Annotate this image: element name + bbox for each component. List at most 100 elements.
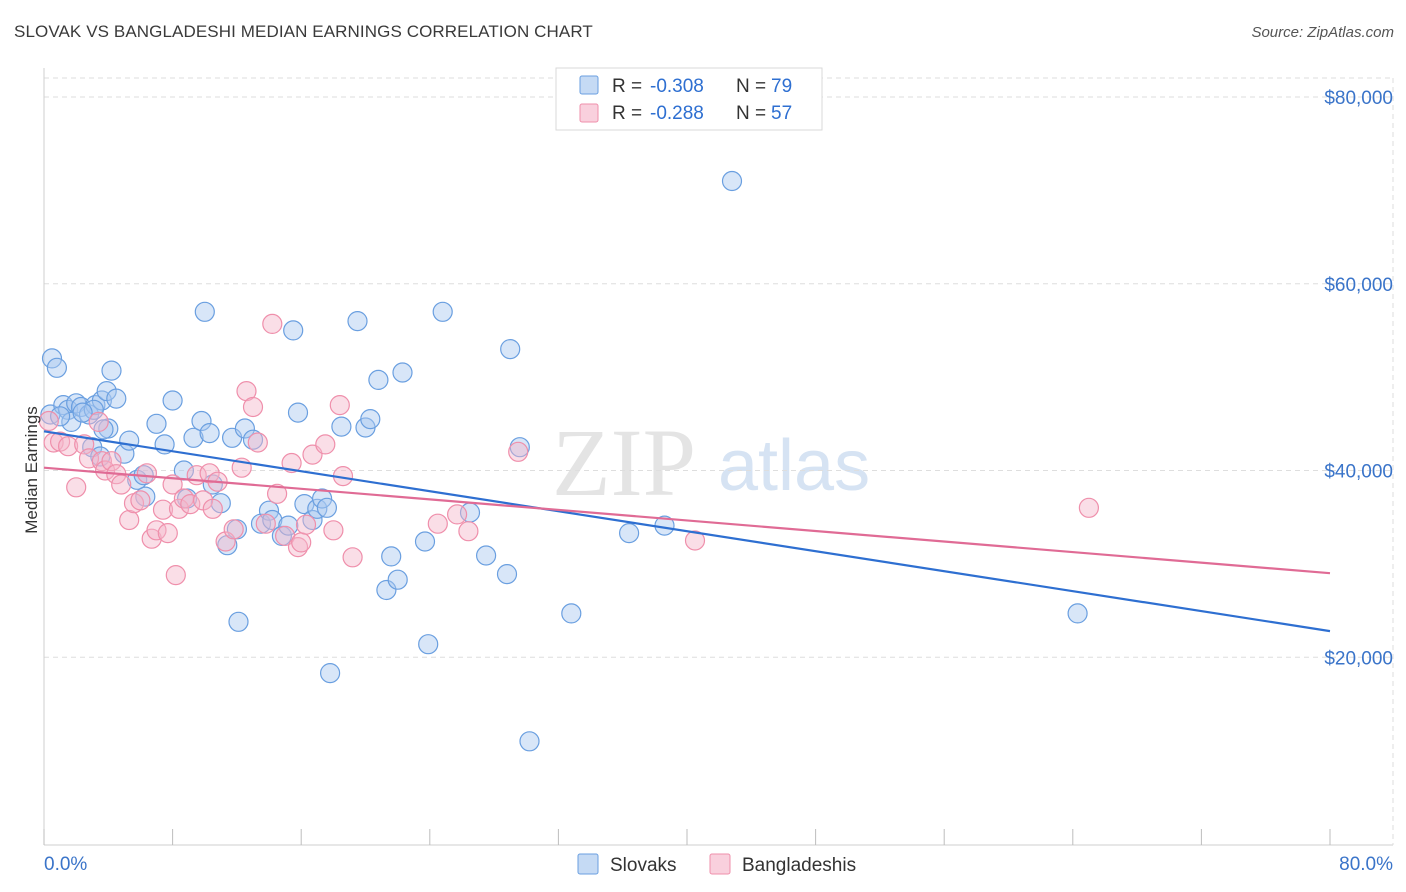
legend-n-value-2: 57 (771, 103, 792, 124)
bangladeshi-point-43 (291, 532, 312, 553)
bangladeshi-point-37 (255, 513, 276, 534)
y-tick-labels: $20,000 $40,000 $60,000 $80,000 (1324, 88, 1393, 669)
bangladeshi-point-20 (157, 522, 178, 544)
legend-box: R = -0.308 N = 79 R = -0.288 N = 57 (555, 67, 823, 131)
legend-n-value-1: 79 (771, 76, 792, 97)
bangladeshi-point-31 (215, 531, 236, 552)
gridlines (44, 77, 1393, 658)
trend-lines (43, 430, 1331, 633)
slovak-point-12 (101, 360, 122, 381)
data-points (38, 170, 1100, 752)
slovak-point-69 (561, 603, 582, 624)
bangladeshi-point-3 (57, 436, 79, 457)
slovak-point-29 (194, 301, 215, 322)
bangladeshi-point-29 (202, 498, 223, 519)
legend-r-value-1: -0.308 (650, 76, 704, 97)
slovak-point-27 (183, 427, 204, 448)
slovak-point-49 (316, 497, 337, 518)
slovak-point-65 (496, 563, 518, 585)
slovak-point-1 (41, 348, 63, 369)
bangladeshi-point-13 (119, 509, 140, 531)
slovak-point-52 (347, 311, 368, 332)
legend-frame (555, 67, 823, 131)
slovak-point-68 (519, 731, 540, 752)
y-axis-title: Median Earnings (22, 406, 41, 534)
slovak-point-48 (312, 488, 333, 509)
bangladeshi-point-50 (342, 547, 363, 568)
bangladeshi-point-52 (447, 504, 468, 525)
bangladeshi-point-46 (315, 434, 336, 455)
bangladeshi-point-48 (329, 395, 350, 416)
legend-n-label-1: N = (736, 76, 766, 97)
slovak-point-66 (500, 339, 521, 360)
slovak-point-50 (320, 662, 341, 684)
slovak-point-36 (234, 418, 255, 439)
slovak-point-54 (360, 409, 381, 430)
watermark-atlas: atlas (718, 426, 870, 506)
bangladeshi-point-10 (101, 451, 122, 472)
bangladeshi-point-15 (130, 490, 151, 511)
source-credit: Source: ZipAtlas.com (1251, 24, 1394, 41)
slovak-point-75 (1067, 603, 1088, 624)
y-tick-label-80000: $80,000 (1324, 88, 1393, 109)
bangladeshi-point-44 (295, 514, 317, 535)
bangladeshi-point-28 (199, 463, 220, 484)
bangladeshi-point-54 (508, 441, 529, 462)
bangladeshi-point-4 (66, 477, 87, 498)
legend-swatch-bangladeshis (579, 103, 599, 123)
bangladeshi-point-55 (684, 530, 706, 551)
bottom-legend-label-slovaks: Slovaks (610, 855, 677, 876)
legend-swatch-slovaks (579, 75, 599, 95)
slovak-point-13 (106, 388, 127, 409)
bangladeshi-point-19 (152, 499, 174, 520)
slovak-point-62 (432, 301, 453, 322)
bangladeshi-point-16 (136, 463, 157, 484)
slovak-point-40 (262, 509, 283, 531)
slovak-point-70 (618, 522, 640, 544)
slovak-point-73 (228, 611, 249, 632)
bangladeshi-point-6 (78, 448, 100, 469)
bottom-legend: Slovaks Bangladeshis (577, 853, 856, 876)
slovak-point-22 (146, 413, 167, 434)
slovak-point-30 (199, 423, 220, 444)
bangladeshi-point-41 (281, 452, 302, 474)
slovak-point-77 (49, 406, 71, 427)
bangladeshi-point-47 (323, 520, 344, 541)
watermark: ZIP atlas (552, 409, 870, 516)
legend-r-value-2: -0.288 (650, 103, 704, 124)
bangladeshi-point-25 (180, 494, 201, 515)
slovak-point-64 (476, 545, 497, 566)
slovak-point-78 (72, 402, 93, 423)
slovak-point-60 (414, 531, 436, 552)
slovak-point-56 (376, 579, 397, 601)
x-tick-label-min: 0.0% (44, 854, 87, 875)
bangladeshi-point-32 (223, 519, 244, 540)
slovak-point-59 (392, 362, 413, 383)
bangladeshi-trend-line (43, 466, 1331, 575)
bottom-legend-label-bangladeshis: Bangladeshis (742, 855, 856, 876)
legend-n-label-2: N = (736, 103, 766, 124)
slovak-point-57 (381, 546, 402, 567)
slovak-point-43 (283, 320, 304, 341)
slovak-point-2 (46, 357, 68, 378)
bangladeshi-point-12 (111, 474, 132, 495)
x-tick-labels: 0.0% 80.0% (44, 854, 1393, 875)
y-tick-label-20000: $20,000 (1324, 648, 1393, 669)
bangladeshi-point-38 (262, 313, 283, 334)
slovak-point-55 (368, 369, 389, 390)
x-tick-label-max: 80.0% (1339, 854, 1393, 875)
bangladeshi-point-23 (168, 498, 190, 519)
bangladeshi-point-51 (427, 513, 448, 534)
bangladeshi-point-22 (165, 564, 186, 586)
axes (43, 68, 1394, 846)
y-tick-label-40000: $40,000 (1324, 462, 1393, 483)
watermark-zip: ZIP (552, 409, 696, 516)
bangladeshi-point-21 (162, 474, 183, 495)
bangladeshi-point-56 (1078, 497, 1100, 518)
slovak-point-74 (119, 430, 140, 451)
bangladeshi-point-7 (88, 411, 109, 432)
y-tick-label-60000: $60,000 (1324, 275, 1393, 296)
bottom-legend-swatch-bangladeshis (709, 853, 731, 875)
slovak-trend-line (43, 430, 1331, 633)
